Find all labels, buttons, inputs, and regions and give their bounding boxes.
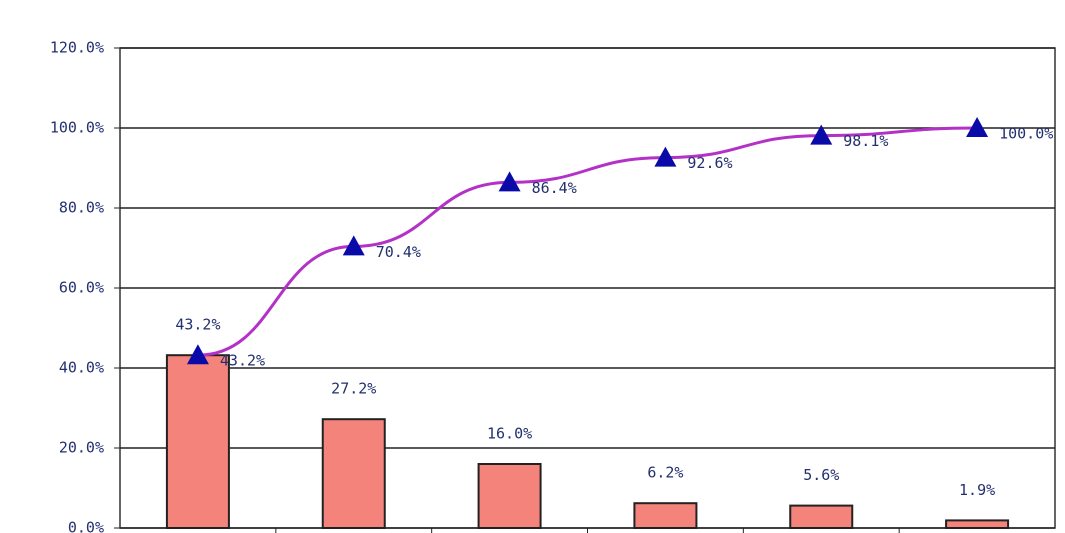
line-label: 86.4% xyxy=(532,179,577,197)
bar-label: 5.6% xyxy=(803,466,839,484)
y-tick-label: 100.0% xyxy=(50,119,104,137)
line-marker xyxy=(186,344,209,365)
y-tick-label: 40.0% xyxy=(59,359,104,377)
line-label: 92.6% xyxy=(687,154,732,172)
line-label: 100.0% xyxy=(999,125,1053,143)
line-marker xyxy=(342,235,365,256)
line-marker xyxy=(654,146,677,167)
line-label: 43.2% xyxy=(220,352,265,370)
line-label: 70.4% xyxy=(376,243,421,261)
y-tick-label: 60.0% xyxy=(59,279,104,297)
bar-label: 6.2% xyxy=(647,464,683,482)
y-tick-label: 120.0% xyxy=(50,39,104,57)
line-marker xyxy=(810,124,833,145)
bar-label: 43.2% xyxy=(175,316,220,334)
bar xyxy=(633,502,698,530)
bar-label: 27.2% xyxy=(331,380,376,398)
y-tick-label: 0.0% xyxy=(68,519,104,533)
bar xyxy=(789,504,854,530)
line-marker xyxy=(966,117,989,137)
line-label: 98.1% xyxy=(843,132,888,150)
bar-label: 16.0% xyxy=(487,425,532,443)
bar-label: 1.9% xyxy=(959,481,995,499)
line-marker xyxy=(498,171,521,192)
bar xyxy=(165,354,230,530)
bar xyxy=(945,519,1010,530)
bar xyxy=(477,463,542,529)
bar xyxy=(321,418,386,530)
y-tick-label: 80.0% xyxy=(59,199,104,217)
y-tick-label: 20.0% xyxy=(59,439,104,457)
